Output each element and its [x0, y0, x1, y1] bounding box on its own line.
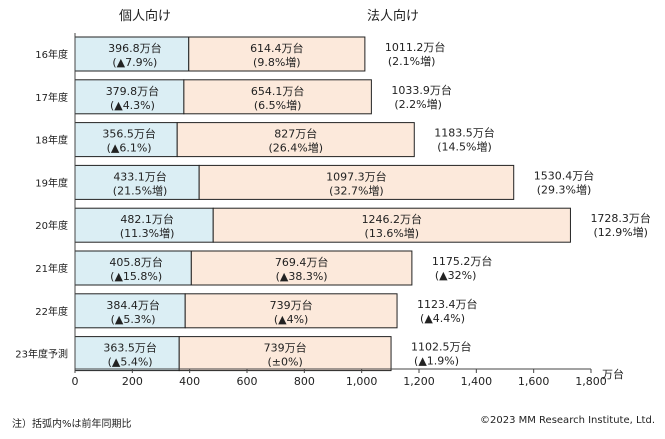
x-axis-unit: 万台	[602, 367, 624, 381]
x-tick-label: 800	[294, 375, 315, 388]
total-change-label: (▲32%)	[435, 269, 477, 282]
bar-corporate	[178, 336, 392, 372]
change-label-individual: (▲7.9%)	[112, 56, 157, 69]
data-label-corporate: 827万台	[274, 127, 317, 141]
data-label-individual: 482.1万台	[120, 212, 174, 226]
change-label-individual: (▲4.3%)	[110, 99, 155, 112]
data-label-corporate: 1246.2万台	[362, 212, 423, 226]
total-label: 1102.5万台	[411, 340, 472, 354]
data-label-corporate: 654.1万台	[251, 84, 305, 98]
series-header-corporate: 法人向け	[367, 8, 419, 24]
bar-individual	[74, 164, 200, 200]
change-label-corporate: (13.6%増)	[365, 227, 420, 240]
category-label: 16年度	[35, 48, 68, 61]
bar-corporate	[184, 293, 398, 329]
data-label-corporate: 614.4万台	[250, 41, 304, 55]
change-label-individual: (▲6.1%)	[107, 142, 152, 155]
bar-corporate	[212, 207, 571, 243]
bar-corporate	[188, 36, 366, 72]
change-label-individual: (▲5.4%)	[108, 356, 153, 369]
change-label-corporate: (32.7%増)	[329, 184, 384, 197]
total-change-label: (14.5%増)	[437, 141, 492, 154]
x-tick-label: 1,600	[518, 375, 550, 388]
category-label: 20年度	[35, 219, 68, 232]
total-label: 1175.2万台	[432, 254, 493, 268]
total-change-label: (▲4.4%)	[420, 312, 465, 325]
data-label-individual: 363.5万台	[103, 341, 157, 355]
x-tick-label: 600	[237, 375, 258, 388]
bar-corporate	[190, 250, 413, 286]
total-label: 1123.4万台	[417, 297, 478, 311]
category-label: 17年度	[35, 91, 68, 104]
x-tick-label: 1,400	[461, 375, 493, 388]
total-label: 1530.4万台	[534, 168, 595, 182]
bar-individual	[74, 293, 186, 329]
category-label: 21年度	[35, 262, 68, 275]
total-change-label: (29.3%増)	[537, 183, 592, 196]
total-change-label: (2.1%増)	[388, 55, 436, 68]
data-label-individual: 396.8万台	[108, 41, 162, 55]
data-label-corporate: 739万台	[270, 298, 313, 312]
data-label-individual: 356.5万台	[102, 127, 156, 141]
data-label-corporate: 1097.3万台	[326, 169, 387, 183]
change-label-corporate: (▲38.3%)	[276, 270, 328, 283]
total-change-label: (12.9%増)	[593, 226, 648, 239]
x-tick-label: 400	[179, 375, 200, 388]
total-change-label: (2.2%増)	[394, 98, 442, 111]
change-label-individual: (11.3%増)	[120, 227, 175, 240]
footnote: 注）括弧内%は前年同期比	[12, 419, 132, 430]
bar-individual	[74, 122, 178, 158]
bar-individual	[74, 36, 190, 72]
data-label-corporate: 769.4万台	[275, 255, 329, 269]
x-tick-label: 1,800	[575, 375, 607, 388]
category-label: 18年度	[35, 134, 68, 147]
change-label-corporate: (±0%)	[267, 356, 302, 369]
change-label-corporate: (▲4%)	[274, 313, 309, 326]
total-label: 1728.3万台	[590, 211, 651, 225]
change-label-individual: (21.5%増)	[113, 184, 168, 197]
total-change-label: (▲1.9%)	[414, 355, 459, 368]
change-label-individual: (▲5.3%)	[111, 313, 156, 326]
series-header-individual: 個人向け	[119, 8, 171, 24]
x-tick-label: 0	[72, 375, 79, 388]
data-label-individual: 405.8万台	[109, 255, 163, 269]
data-label-individual: 384.4万台	[106, 298, 160, 312]
total-label: 1011.2万台	[385, 40, 446, 54]
change-label-individual: (▲15.8%)	[110, 270, 162, 283]
change-label-corporate: (9.8%増)	[253, 56, 301, 69]
change-label-corporate: (6.5%増)	[254, 99, 302, 112]
category-label: 23年度予測	[15, 348, 68, 361]
x-tick-label: 1,000	[346, 375, 378, 388]
bar-corporate	[198, 164, 515, 200]
x-tick-label: 1,200	[403, 375, 435, 388]
change-label-corporate: (26.4%増)	[268, 142, 323, 155]
category-label: 22年度	[35, 305, 68, 318]
copyright: ©2023 MM Research Institute, Ltd.	[479, 415, 655, 426]
bar-corporate	[183, 79, 372, 115]
category-label: 19年度	[35, 176, 68, 189]
total-label: 1033.9万台	[391, 83, 452, 97]
x-tick-label: 200	[122, 375, 143, 388]
bar-corporate	[176, 122, 415, 158]
total-label: 1183.5万台	[434, 126, 495, 140]
data-label-individual: 379.8万台	[106, 84, 160, 98]
bar-individual	[74, 79, 185, 115]
data-label-individual: 433.1万台	[113, 169, 167, 183]
data-label-corporate: 739万台	[264, 341, 307, 355]
